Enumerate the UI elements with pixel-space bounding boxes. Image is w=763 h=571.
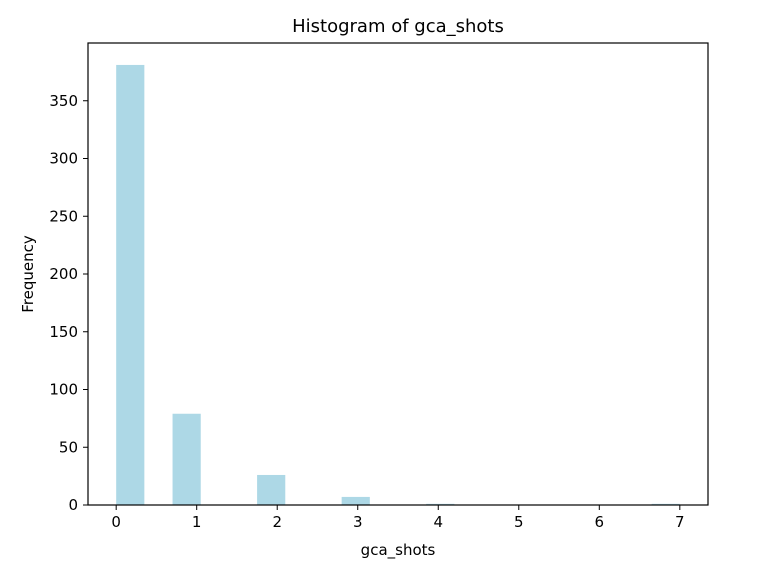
y-tick-label: 50 xyxy=(59,438,78,456)
y-axis-ticks: 0 50 100 150 200 250 300 350 xyxy=(49,92,88,514)
y-tick-label: 150 xyxy=(49,323,78,341)
plot-frame xyxy=(87,42,709,506)
histogram-bar xyxy=(341,496,370,505)
y-tick-label: 0 xyxy=(68,496,78,514)
histogram-bar xyxy=(116,64,145,505)
x-tick-label: 4 xyxy=(433,513,443,531)
x-tick-label: 0 xyxy=(111,513,121,531)
x-tick-label: 2 xyxy=(272,513,282,531)
y-tick-label: 250 xyxy=(49,207,78,225)
x-tick-label: 7 xyxy=(675,513,685,531)
x-tick-label: 6 xyxy=(595,513,605,531)
x-tick-label: 5 xyxy=(514,513,524,531)
y-tick-label: 100 xyxy=(49,381,78,399)
y-axis-label: Frequency xyxy=(19,235,37,313)
x-tick-label: 3 xyxy=(353,513,363,531)
bars-group xyxy=(116,64,680,505)
x-axis-label: gca_shots xyxy=(361,541,436,560)
histogram-bar xyxy=(257,474,286,505)
x-tick-label: 1 xyxy=(192,513,202,531)
y-tick-label: 350 xyxy=(49,92,78,110)
y-tick-label: 300 xyxy=(49,150,78,168)
y-tick-label: 200 xyxy=(49,265,78,283)
x-axis-ticks: 0 1 2 3 4 5 6 7 xyxy=(111,505,685,531)
histogram-bar xyxy=(172,413,201,505)
chart-title: Histogram of gca_shots xyxy=(292,16,504,37)
